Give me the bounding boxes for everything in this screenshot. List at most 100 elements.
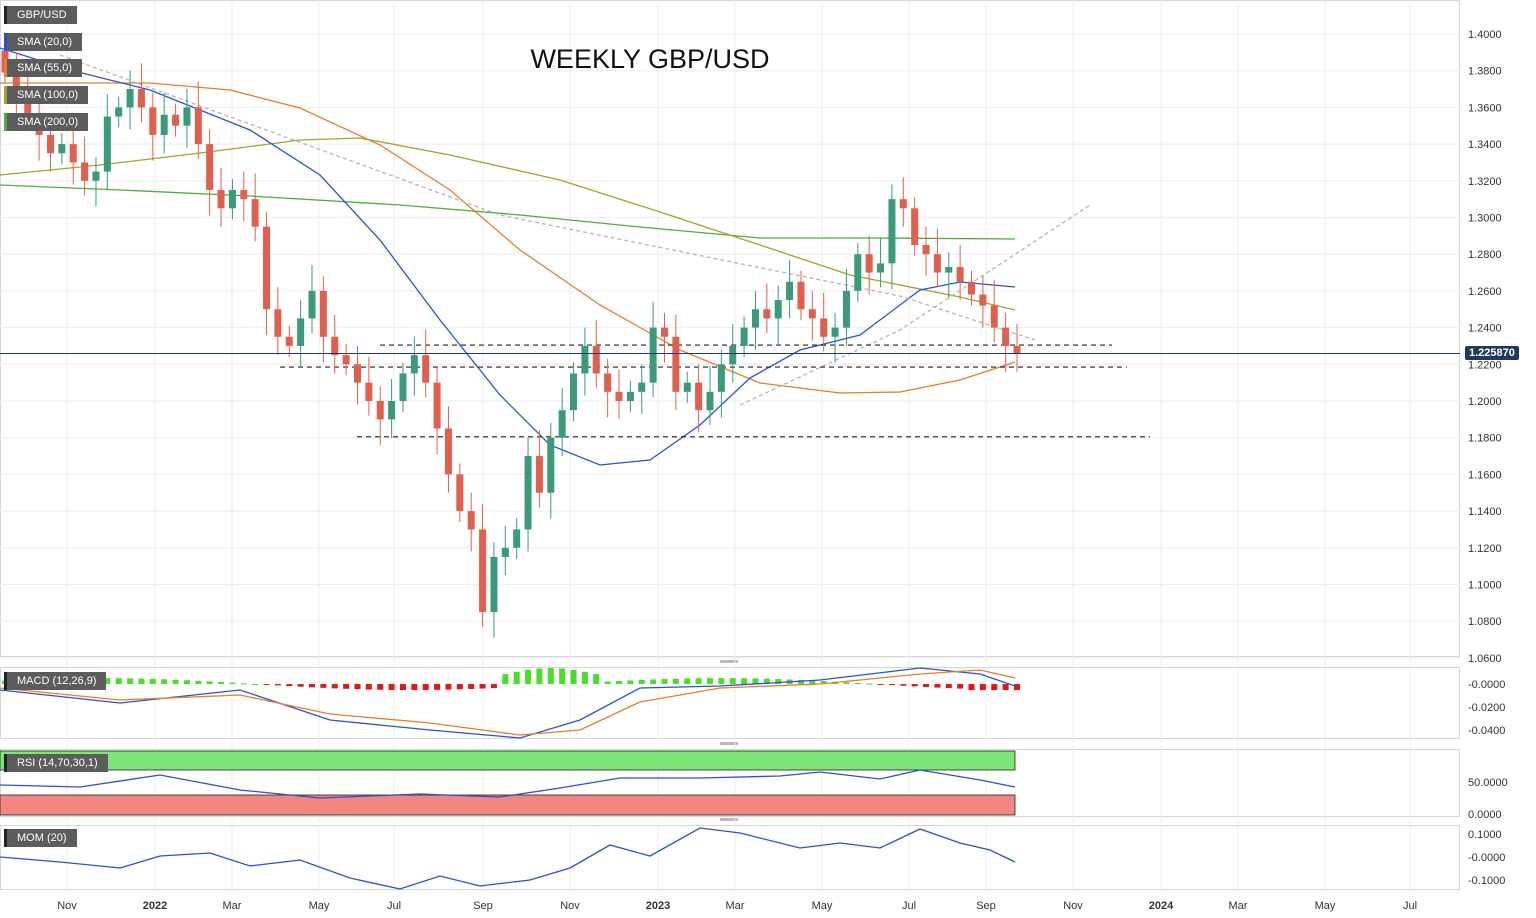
candle-body xyxy=(149,107,157,135)
candle-body xyxy=(308,290,316,319)
macd-histogram-bar xyxy=(274,684,281,686)
macd-histogram-bar xyxy=(195,680,202,685)
macd-histogram-bar xyxy=(809,680,816,685)
candle-body xyxy=(353,364,361,383)
macd-histogram-bar xyxy=(149,678,156,685)
legend-macd[interactable]: MACD (12,26,9) xyxy=(4,672,107,690)
candle-body xyxy=(604,373,612,392)
x-tick-label: May xyxy=(1315,900,1336,912)
candle-body xyxy=(911,208,919,246)
macd-histogram-bar xyxy=(684,678,691,685)
y-tick-label: 1.1800 xyxy=(1468,433,1502,445)
panel-resize-handle xyxy=(720,742,738,745)
legend-mom[interactable]: MOM (20) xyxy=(4,829,77,847)
chart-title: WEEKLY GBP/USD xyxy=(530,44,769,74)
macd-histogram-bar xyxy=(945,684,952,689)
candle-body xyxy=(1013,345,1021,354)
candle-body xyxy=(661,327,669,337)
candle-body xyxy=(763,309,771,319)
macd-histogram-bar xyxy=(627,680,634,685)
candle-body xyxy=(831,327,839,337)
candle-body xyxy=(854,254,862,291)
legend-symbol[interactable]: GBP/USD xyxy=(4,6,77,24)
macd-histogram-bar xyxy=(706,678,713,685)
legend-sma20[interactable]: SMA (20,0) xyxy=(4,33,83,51)
candle-body xyxy=(410,355,418,374)
x-tick-label: Jul xyxy=(902,900,916,912)
candle-body xyxy=(933,254,941,273)
macd-histogram-bar xyxy=(752,678,759,685)
candle-body xyxy=(456,474,464,512)
macd-histogram-bar xyxy=(434,684,441,690)
rsi-overbought-zone xyxy=(0,750,1016,771)
macd-histogram-bar xyxy=(547,668,554,685)
rsi-oversold-zone xyxy=(0,794,1016,816)
macd-histogram-bar xyxy=(888,684,895,686)
candle-body xyxy=(365,382,373,401)
candle-body xyxy=(297,318,305,346)
macd-histogram-bar xyxy=(411,684,418,691)
rsi-panel-frame xyxy=(0,749,1460,817)
macd-histogram-bar xyxy=(638,679,645,685)
macd-histogram-bar xyxy=(559,668,566,685)
panel-resize-handle xyxy=(720,818,738,821)
legend-sma100[interactable]: SMA (100,0) xyxy=(4,86,89,104)
macd-histogram-bar xyxy=(843,682,850,685)
legend-rsi[interactable]: RSI (14,70,30,1) xyxy=(4,754,108,772)
candle-body xyxy=(706,391,714,411)
macd-histogram-bar xyxy=(445,684,452,690)
y-tick-label: 1.2800 xyxy=(1468,249,1502,261)
macd-histogram-bar xyxy=(854,682,861,685)
candle-body xyxy=(58,144,66,154)
macd-histogram-bar xyxy=(525,669,532,685)
mom-panel-frame xyxy=(0,825,1460,890)
candle-body xyxy=(388,401,396,420)
candle-body xyxy=(342,355,350,365)
rsi-line xyxy=(0,769,1016,799)
x-tick-label: Nov xyxy=(560,900,580,912)
rsi-y-tick: 0.0000 xyxy=(1468,809,1502,821)
candle-body xyxy=(422,355,430,383)
candle-body xyxy=(501,547,509,557)
macd-y-tick: -0.0400 xyxy=(1468,725,1505,737)
macd-histogram-bar xyxy=(490,684,497,689)
candle-body xyxy=(683,382,691,392)
macd-histogram-bar xyxy=(172,679,179,685)
mom-line xyxy=(0,827,1016,890)
legend-sma55[interactable]: SMA (55,0) xyxy=(4,59,83,77)
macd-histogram-bar xyxy=(593,674,600,685)
macd-histogram-bar xyxy=(900,684,907,686)
candle-body xyxy=(717,364,725,392)
macd-histogram-bar xyxy=(399,684,406,691)
macd-histogram-bar xyxy=(343,684,350,689)
x-tick-label: May xyxy=(812,900,833,912)
y-tick-label: 1.3400 xyxy=(1468,139,1502,151)
macd-histogram-bar xyxy=(513,671,520,685)
macd-histogram-bar xyxy=(616,680,623,685)
x-tick-label: 2022 xyxy=(143,900,167,912)
candle-body xyxy=(240,189,248,200)
candle-body xyxy=(160,114,168,135)
macd-histogram-bar xyxy=(741,678,748,685)
candle-body xyxy=(729,345,737,365)
candle-body xyxy=(444,428,452,475)
macd-histogram-bar xyxy=(240,683,247,685)
macd-histogram-bar xyxy=(456,684,463,690)
candle-body xyxy=(194,107,202,145)
legend-sma200[interactable]: SMA (200,0) xyxy=(4,113,89,131)
y-tick-label: 1.3200 xyxy=(1468,176,1502,188)
candle-body xyxy=(399,373,407,401)
x-tick-label: Nov xyxy=(57,900,77,912)
candle-body xyxy=(103,116,111,172)
macd-histogram-bar xyxy=(138,678,145,685)
candle-body xyxy=(922,245,930,255)
macd-histogram-bar xyxy=(218,681,225,685)
candle-body xyxy=(649,327,657,383)
candle-body xyxy=(558,410,566,438)
main-panel-frame xyxy=(0,0,1460,657)
x-tick-label: 2024 xyxy=(1149,900,1174,912)
macd-histogram-bar xyxy=(331,684,338,689)
candle-body xyxy=(183,107,191,126)
y-tick-label: 1.4000 xyxy=(1468,29,1502,41)
candle-body xyxy=(513,529,521,548)
